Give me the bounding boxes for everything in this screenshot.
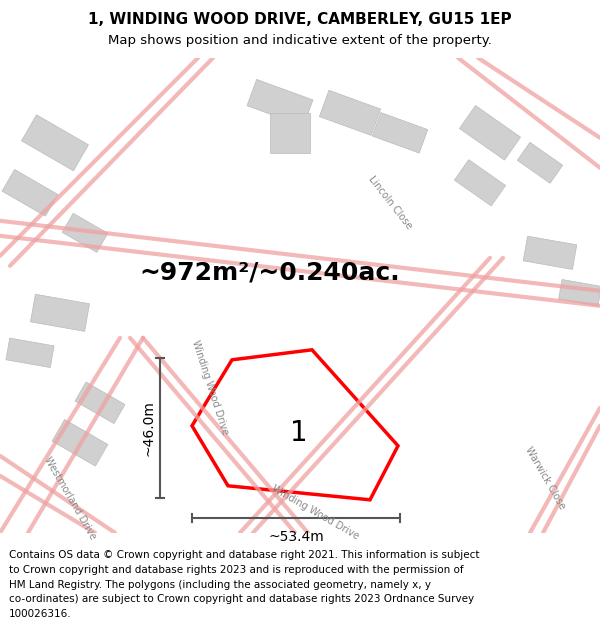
Text: Map shows position and indicative extent of the property.: Map shows position and indicative extent… xyxy=(108,34,492,47)
Text: 100026316.: 100026316. xyxy=(9,609,71,619)
Polygon shape xyxy=(559,279,600,306)
Polygon shape xyxy=(460,106,521,160)
Text: ~972m²/~0.240ac.: ~972m²/~0.240ac. xyxy=(140,261,400,285)
Polygon shape xyxy=(6,338,54,367)
Text: HM Land Registry. The polygons (including the associated geometry, namely x, y: HM Land Registry. The polygons (includin… xyxy=(9,579,431,589)
Text: Lincoln Close: Lincoln Close xyxy=(366,174,414,231)
Text: ~46.0m: ~46.0m xyxy=(141,400,155,456)
Text: Warwick Close: Warwick Close xyxy=(523,445,567,511)
Text: ~53.4m: ~53.4m xyxy=(268,530,324,544)
Polygon shape xyxy=(523,236,577,269)
Polygon shape xyxy=(2,169,58,216)
Polygon shape xyxy=(52,419,108,466)
Polygon shape xyxy=(247,79,313,126)
Polygon shape xyxy=(75,382,125,424)
Polygon shape xyxy=(31,294,89,331)
Text: 1: 1 xyxy=(290,419,307,447)
Text: Winding Wood Drive: Winding Wood Drive xyxy=(190,339,230,436)
Polygon shape xyxy=(319,90,380,136)
Polygon shape xyxy=(270,112,310,152)
Text: to Crown copyright and database rights 2023 and is reproduced with the permissio: to Crown copyright and database rights 2… xyxy=(9,565,464,575)
Text: Westmorland Drive: Westmorland Drive xyxy=(42,455,98,541)
Polygon shape xyxy=(372,112,428,153)
Polygon shape xyxy=(454,159,506,206)
Polygon shape xyxy=(517,142,563,183)
Text: Winding Wood Drive: Winding Wood Drive xyxy=(269,484,361,542)
Polygon shape xyxy=(22,115,88,171)
Text: 1, WINDING WOOD DRIVE, CAMBERLEY, GU15 1EP: 1, WINDING WOOD DRIVE, CAMBERLEY, GU15 1… xyxy=(88,12,512,27)
Text: co-ordinates) are subject to Crown copyright and database rights 2023 Ordnance S: co-ordinates) are subject to Crown copyr… xyxy=(9,594,474,604)
Polygon shape xyxy=(62,213,108,253)
Text: Contains OS data © Crown copyright and database right 2021. This information is : Contains OS data © Crown copyright and d… xyxy=(9,550,479,560)
